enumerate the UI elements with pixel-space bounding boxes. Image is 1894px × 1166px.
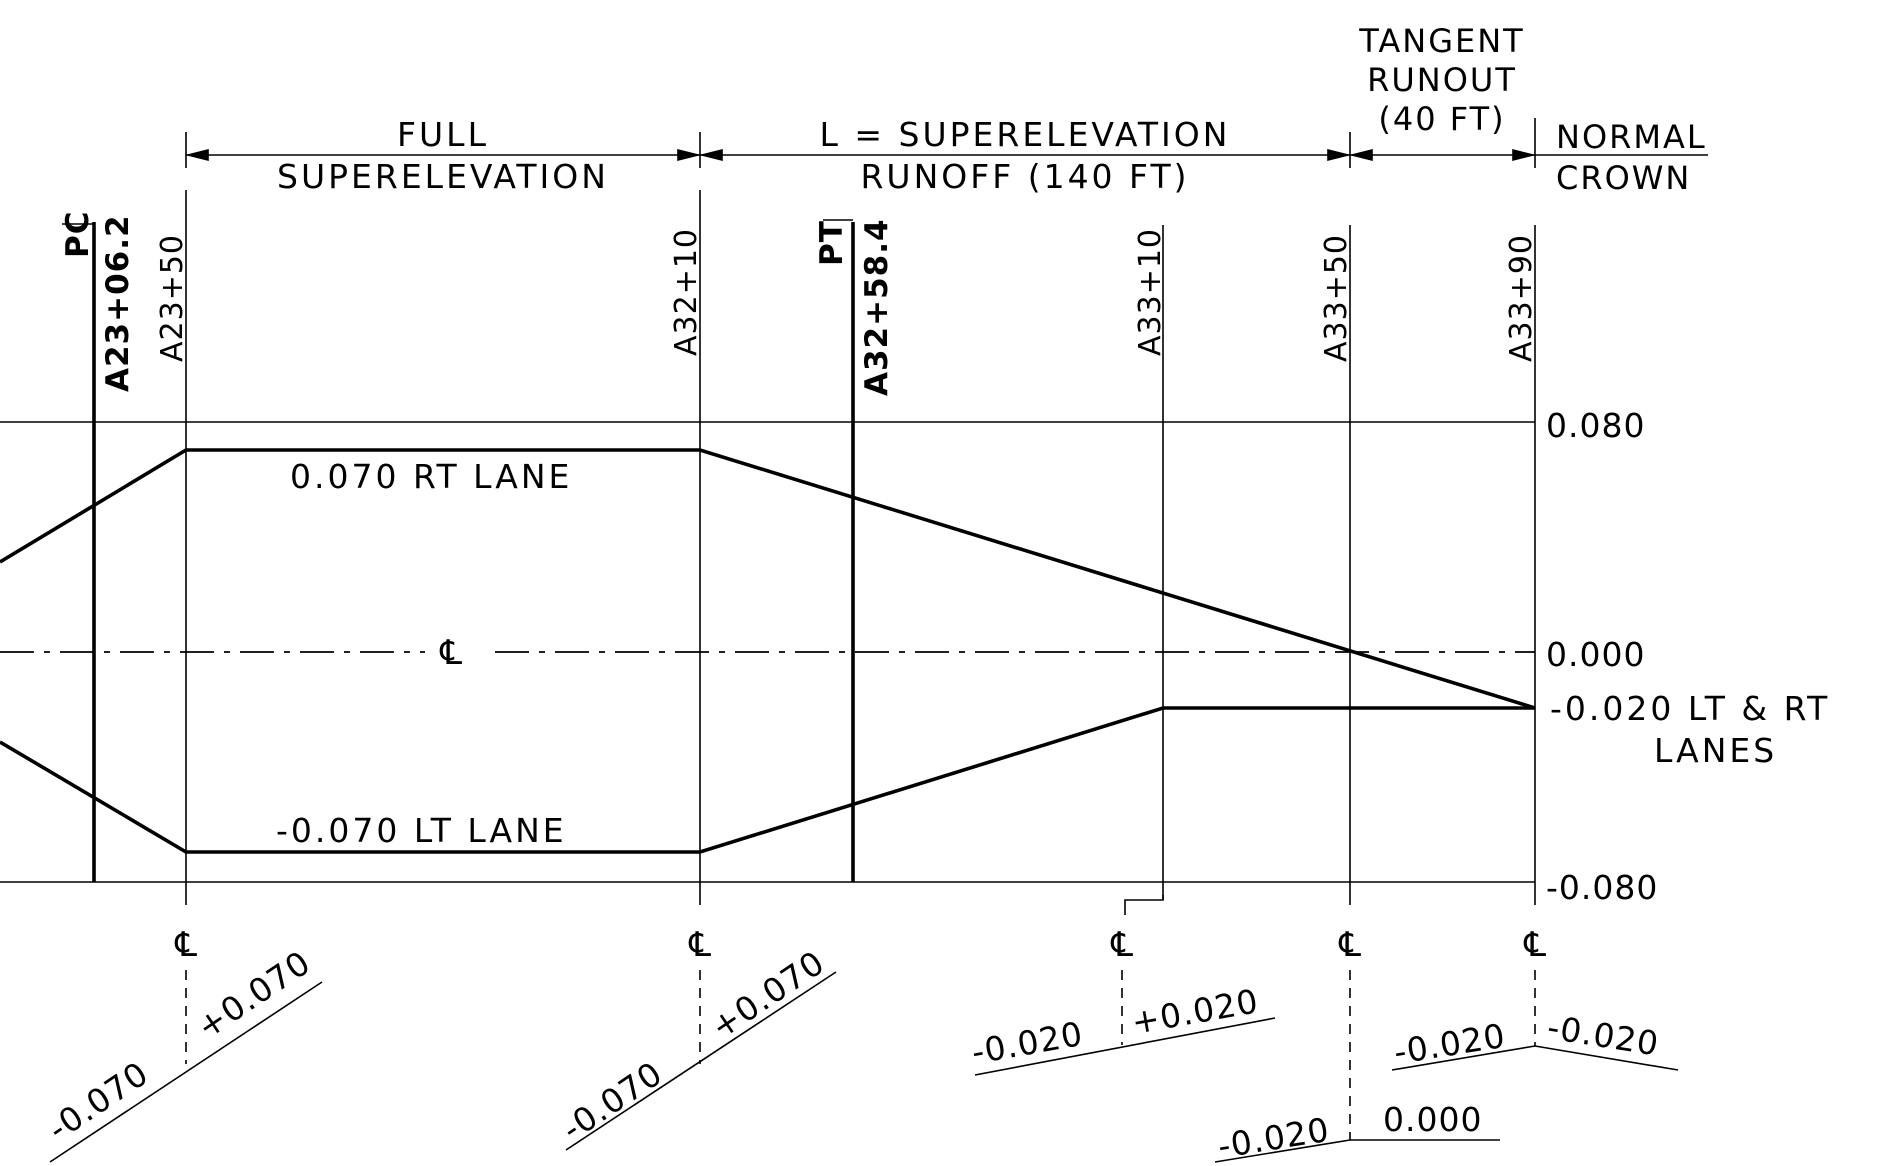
scale-zero-label: 0.000 — [1546, 635, 1645, 674]
tangent-runout-label-3: (40 FT) — [1378, 100, 1505, 138]
cross-section-slope-left — [1214, 1139, 1351, 1163]
centerline-symbol: ℄ — [171, 925, 201, 965]
cross-section-a23-50: ℄ -0.070 +0.070 — [41, 925, 323, 1163]
rt-lane-profile — [0, 448, 1536, 710]
cross-section-leader — [1124, 895, 1164, 915]
tangent-runout-label-2: RUNOUT — [1367, 61, 1517, 99]
station-a32-10: A32+10 — [669, 228, 704, 356]
cross-section-a32-10: ℄ -0.070 +0.070 — [555, 925, 837, 1151]
pc-label: PC — [60, 211, 96, 258]
station-a33-50: A33+50 — [1319, 234, 1354, 362]
cross-section-slope — [49, 981, 323, 1163]
centerline-symbol: ℄ — [1107, 925, 1137, 965]
scale-top-label: 0.080 — [1546, 406, 1645, 445]
runoff-label-1: L = SUPERELEVATION — [820, 115, 1231, 154]
pc-station: A23+06.2 — [100, 214, 136, 392]
lt-lane-label: -0.070 LT LANE — [276, 811, 567, 850]
runoff-label-2: RUNOFF (140 FT) — [861, 157, 1190, 196]
cross-section-left-value: -0.070 — [41, 1053, 156, 1148]
centerline-symbol: ℄ — [1335, 925, 1365, 965]
tangent-runout-label-1: TANGENT — [1358, 22, 1524, 60]
normal-crown-label-2: CROWN — [1556, 159, 1691, 197]
cross-section-right-value: +0.070 — [704, 943, 832, 1047]
normal-lanes-label-1: -0.020 LT & RT — [1550, 689, 1830, 728]
pt-label: PT — [814, 220, 850, 266]
full-superelevation-label-1: FULL — [397, 115, 489, 154]
scale-bottom-label: -0.080 — [1546, 868, 1658, 907]
cross-section-slope — [565, 971, 837, 1151]
header-dimensions: FULL SUPERELEVATION L = SUPERELEVATION R… — [184, 22, 1708, 197]
cross-section-slope-right — [1534, 1045, 1679, 1071]
cross-section-left-value: -0.020 — [969, 1014, 1086, 1072]
cross-section-left-value: -0.070 — [555, 1053, 670, 1148]
pt-station: A32+58.4 — [859, 218, 895, 396]
profile-lines: 0.070 RT LANE -0.070 LT LANE -0.020 LT &… — [0, 448, 1830, 854]
cross-section-right-value: 0.000 — [1383, 1100, 1482, 1139]
cross-section-left-value: -0.020 — [1391, 1016, 1508, 1072]
rt-lane-label: 0.070 RT LANE — [290, 457, 572, 496]
cross-section-left-value: -0.020 — [1215, 1110, 1332, 1166]
station-a33-10: A33+10 — [1133, 228, 1168, 356]
station-lines — [62, 190, 1536, 905]
cross-section-slope — [974, 1017, 1276, 1076]
station-a33-90: A33+90 — [1504, 234, 1539, 362]
centerline-symbol: ℄ — [1520, 925, 1550, 965]
cross-sections: ℄ -0.070 +0.070 ℄ -0.070 +0.070 ℄ -0.020… — [41, 895, 1679, 1166]
cross-section-a33-90: ℄ -0.020 -0.020 — [1391, 925, 1679, 1072]
cross-section-right-value: -0.020 — [1545, 1007, 1662, 1063]
normal-crown-label-1: NORMAL — [1556, 118, 1707, 156]
cross-section-a33-10: ℄ -0.020 +0.020 — [969, 895, 1276, 1076]
scale-lines: ℄ 0.080 0.000 -0.080 — [0, 406, 1658, 907]
station-a23-50: A23+50 — [155, 234, 190, 362]
station-labels: PC A23+06.2 A23+50 A32+10 PT A32+58.4 A3… — [60, 211, 1539, 396]
full-superelevation-label-2: SUPERELEVATION — [277, 157, 609, 196]
lt-lane-profile — [0, 706, 1535, 854]
centerline-symbol: ℄ — [436, 633, 466, 673]
cross-section-slope-left — [1391, 1045, 1536, 1071]
cross-section-right-value: +0.070 — [190, 943, 318, 1047]
normal-lanes-label-2: LANES — [1654, 731, 1777, 770]
centerline-symbol: ℄ — [685, 925, 715, 965]
